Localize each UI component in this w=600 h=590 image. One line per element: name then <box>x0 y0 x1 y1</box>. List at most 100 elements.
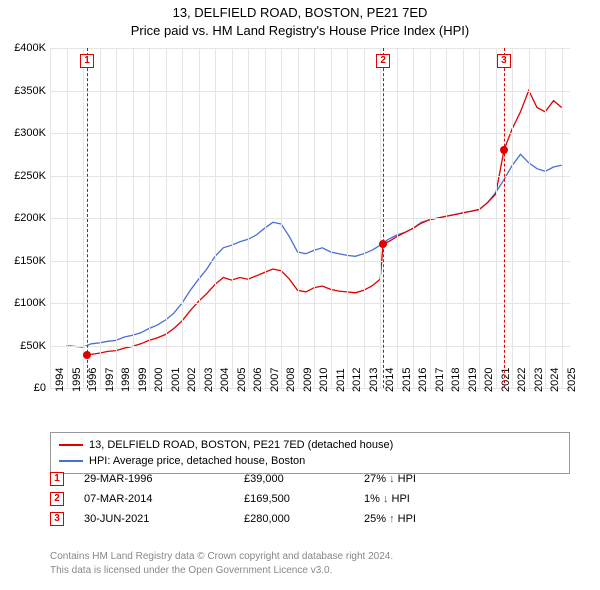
xtick-label: 2023 <box>533 368 545 392</box>
xtick-label: 2003 <box>203 368 215 392</box>
gridline-h <box>50 133 570 134</box>
gridline-v <box>397 48 398 388</box>
xtick-label: 1999 <box>137 368 149 392</box>
gridline-v <box>182 48 183 388</box>
sale-row-marker: 2 <box>50 492 64 506</box>
xtick-label: 2021 <box>500 368 512 392</box>
gridline-v <box>67 48 68 388</box>
gridline-v <box>430 48 431 388</box>
ytick-label: £100K <box>2 297 46 309</box>
legend-swatch-price-paid <box>59 444 83 446</box>
series-line <box>87 91 562 355</box>
sale-marker-dot <box>379 240 387 248</box>
legend-label-price-paid: 13, DELFIELD ROAD, BOSTON, PE21 7ED (det… <box>89 439 393 451</box>
gridline-v <box>215 48 216 388</box>
gridline-v <box>364 48 365 388</box>
gridline-v <box>116 48 117 388</box>
sale-marker-box: 2 <box>376 54 390 68</box>
xtick-label: 1995 <box>71 368 83 392</box>
gridline-v <box>166 48 167 388</box>
attribution: Contains HM Land Registry data © Crown c… <box>50 550 393 577</box>
xtick-label: 2001 <box>170 368 182 392</box>
xtick-label: 2024 <box>549 368 561 392</box>
xtick-label: 2016 <box>417 368 429 392</box>
gridline-v <box>314 48 315 388</box>
gridline-h <box>50 48 570 49</box>
sale-price: £280,000 <box>244 513 344 525</box>
xtick-label: 2012 <box>351 368 363 392</box>
sale-date: 29-MAR-1996 <box>84 473 224 485</box>
sale-row: 129-MAR-1996£39,00027% ↓ HPI <box>50 472 484 486</box>
xtick-label: 2008 <box>285 368 297 392</box>
gridline-v <box>248 48 249 388</box>
xtick-label: 2020 <box>483 368 495 392</box>
gridline-v <box>281 48 282 388</box>
gridline-v <box>496 48 497 388</box>
xtick-label: 2013 <box>368 368 380 392</box>
subtitle: Price paid vs. HM Land Registry's House … <box>0 22 600 40</box>
gridline-h <box>50 261 570 262</box>
gridline-h <box>50 218 570 219</box>
gridline-h <box>50 303 570 304</box>
sale-row: 207-MAR-2014£169,5001% ↓ HPI <box>50 492 484 506</box>
xtick-label: 2004 <box>219 368 231 392</box>
xtick-label: 2006 <box>252 368 264 392</box>
sale-marker-line <box>383 48 384 388</box>
ytick-label: £400K <box>2 42 46 54</box>
sale-price: £169,500 <box>244 493 344 505</box>
ytick-label: £50K <box>2 340 46 352</box>
sale-marker-box: 1 <box>80 54 94 68</box>
gridline-h <box>50 176 570 177</box>
gridline-v <box>479 48 480 388</box>
sale-delta: 27% ↓ HPI <box>364 473 484 485</box>
xtick-label: 2007 <box>269 368 281 392</box>
gridline-v <box>463 48 464 388</box>
xtick-label: 2015 <box>401 368 413 392</box>
plot-region: £0£50K£100K£150K£200K£250K£300K£350K£400… <box>50 48 570 388</box>
gridline-v <box>265 48 266 388</box>
sale-row: 330-JUN-2021£280,00025% ↑ HPI <box>50 512 484 526</box>
gridline-v <box>199 48 200 388</box>
gridline-v <box>545 48 546 388</box>
xtick-label: 2018 <box>450 368 462 392</box>
xtick-label: 2000 <box>153 368 165 392</box>
sale-marker-box: 3 <box>497 54 511 68</box>
sale-date: 30-JUN-2021 <box>84 513 224 525</box>
sale-marker-dot <box>83 351 91 359</box>
xtick-label: 1996 <box>87 368 99 392</box>
gridline-v <box>413 48 414 388</box>
legend-item-price-paid: 13, DELFIELD ROAD, BOSTON, PE21 7ED (det… <box>59 437 561 453</box>
gridline-v <box>512 48 513 388</box>
gridline-v <box>83 48 84 388</box>
xtick-label: 2009 <box>302 368 314 392</box>
xtick-label: 2022 <box>516 368 528 392</box>
title-block: 13, DELFIELD ROAD, BOSTON, PE21 7ED Pric… <box>0 0 600 40</box>
gridline-v <box>529 48 530 388</box>
sale-delta: 1% ↓ HPI <box>364 493 484 505</box>
gridline-v <box>100 48 101 388</box>
ytick-label: £250K <box>2 170 46 182</box>
gridline-v <box>50 48 51 388</box>
xtick-label: 1998 <box>120 368 132 392</box>
gridline-v <box>380 48 381 388</box>
legend-label-hpi: HPI: Average price, detached house, Bost… <box>89 455 305 467</box>
xtick-label: 2014 <box>384 368 396 392</box>
ytick-label: £0 <box>2 382 46 394</box>
chart-area: £0£50K£100K£150K£200K£250K£300K£350K£400… <box>50 48 570 388</box>
attrib-line2: This data is licensed under the Open Gov… <box>50 564 393 578</box>
gridline-v <box>149 48 150 388</box>
ytick-label: £350K <box>2 85 46 97</box>
sale-row-marker: 3 <box>50 512 64 526</box>
gridline-v <box>347 48 348 388</box>
sale-marker-line <box>504 48 505 388</box>
gridline-h <box>50 346 570 347</box>
gridline-v <box>232 48 233 388</box>
xtick-label: 2010 <box>318 368 330 392</box>
xtick-label: 2011 <box>335 368 347 392</box>
ytick-label: £300K <box>2 127 46 139</box>
legend-item-hpi: HPI: Average price, detached house, Bost… <box>59 453 561 469</box>
gridline-v <box>298 48 299 388</box>
attrib-line1: Contains HM Land Registry data © Crown c… <box>50 550 393 564</box>
address-title: 13, DELFIELD ROAD, BOSTON, PE21 7ED <box>0 4 600 22</box>
xtick-label: 1994 <box>54 368 66 392</box>
